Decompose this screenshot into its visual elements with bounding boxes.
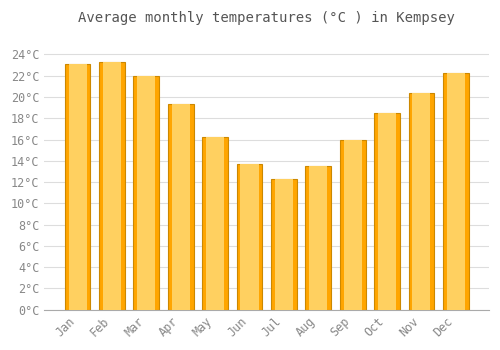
- Bar: [103, 62, 121, 310]
- Bar: [64, 64, 90, 310]
- Bar: [443, 72, 468, 310]
- Bar: [374, 113, 400, 310]
- Bar: [240, 164, 258, 310]
- Bar: [68, 64, 86, 310]
- Bar: [378, 113, 396, 310]
- Bar: [271, 179, 297, 310]
- Bar: [172, 104, 190, 310]
- Title: Average monthly temperatures (°C ) in Kempsey: Average monthly temperatures (°C ) in Ke…: [78, 11, 455, 25]
- Bar: [309, 166, 328, 310]
- Bar: [447, 72, 465, 310]
- Bar: [138, 76, 156, 310]
- Bar: [344, 140, 361, 310]
- Bar: [99, 62, 125, 310]
- Bar: [306, 166, 331, 310]
- Bar: [202, 138, 228, 310]
- Bar: [236, 164, 262, 310]
- Bar: [340, 140, 365, 310]
- Bar: [412, 93, 430, 310]
- Bar: [408, 93, 434, 310]
- Bar: [275, 179, 293, 310]
- Bar: [206, 138, 224, 310]
- Bar: [134, 76, 159, 310]
- Bar: [168, 104, 194, 310]
